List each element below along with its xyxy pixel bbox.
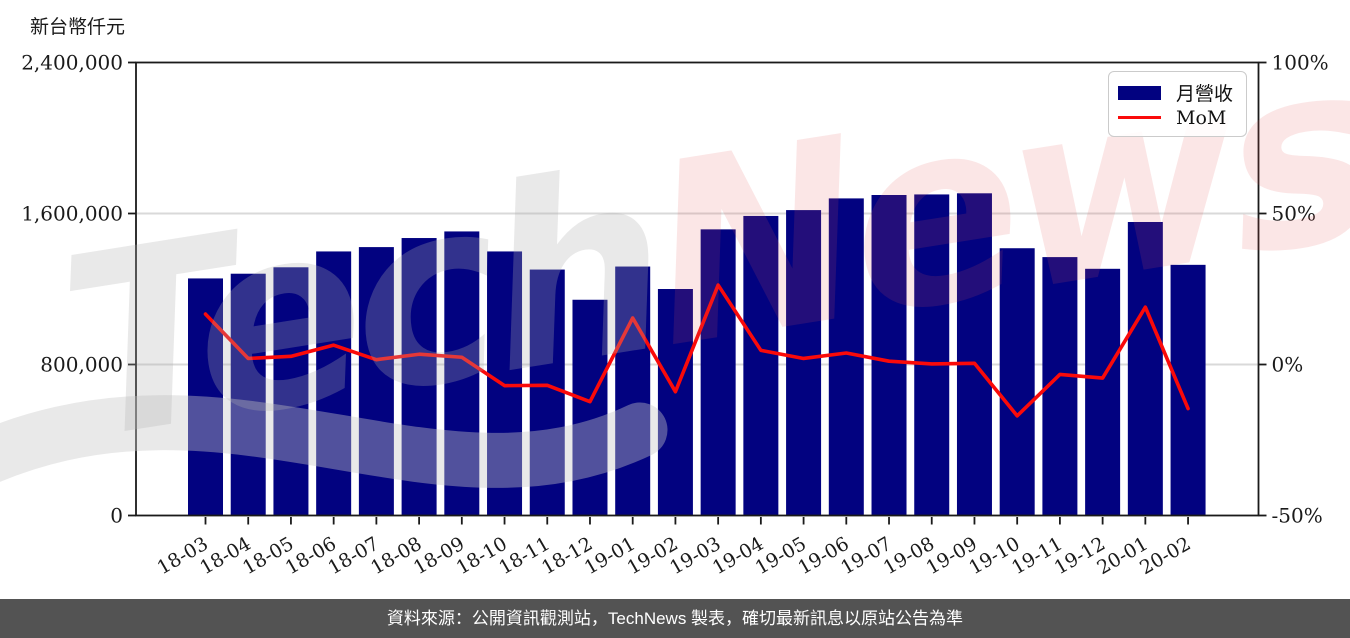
revenue-bar-19-04 (743, 215, 779, 516)
legend-row-revenue: 月營收 (1118, 80, 1246, 105)
revenue-bar-18-09 (444, 231, 480, 516)
legend-line-label: MoM (1176, 106, 1227, 129)
revenue-bar-18-08 (401, 238, 437, 516)
left-tick-label: 0 (110, 504, 123, 528)
source-footer: 資料來源：公開資訊觀測站，TechNews 製表，確切最新訊息以原站公告為準 (0, 599, 1350, 638)
legend-row-mom: MoM (1118, 105, 1246, 130)
left-tick-label: 2,400,000 (21, 51, 123, 75)
revenue-bar-19-03 (700, 229, 736, 516)
plot-border (135, 61, 1260, 517)
revenue-bar-18-07 (358, 247, 394, 516)
right-tick-label: 100% (1272, 51, 1329, 75)
left-tick-label: 800,000 (40, 353, 123, 377)
revenue-bar-18-05 (273, 267, 309, 516)
revenue-bar-19-08 (914, 194, 950, 516)
revenue-bar-18-06 (316, 251, 352, 516)
revenue-bar-18-11 (529, 269, 565, 516)
revenue-bar-19-05 (786, 210, 822, 516)
revenue-bar-19-12 (1085, 268, 1121, 516)
revenue-bar-18-04 (230, 273, 266, 516)
revenue-bar-18-10 (487, 251, 523, 516)
x-tick-label-20-02: 20-02 (1136, 533, 1194, 579)
revenue-bar-19-02 (657, 289, 693, 516)
monthly-revenue-mom-chart: 0800,0001,600,0002,400,000-50%0%50%100%1… (21, 51, 1329, 580)
revenue-bar-19-01 (615, 266, 651, 516)
revenue-bar-19-10 (999, 248, 1035, 516)
right-tick-label: -50% (1272, 504, 1323, 528)
right-tick-label: 0% (1272, 353, 1304, 377)
revenue-bar-18-03 (188, 278, 223, 516)
revenue-bar-19-07 (871, 195, 907, 516)
legend-line-swatch (1118, 116, 1161, 119)
legend-bar-swatch (1118, 85, 1161, 100)
revenue-bar-18-12 (572, 299, 608, 516)
legend-bar-label: 月營收 (1176, 83, 1234, 105)
source-text: 資料來源：公開資訊觀測站，TechNews 製表，確切最新訊息以原站公告為準 (386, 609, 964, 628)
revenue-bar-20-01 (1127, 221, 1163, 516)
y-axis-unit-label: 新台幣仟元 (30, 16, 126, 38)
legend: 月營收 MoM (1108, 71, 1247, 137)
left-tick-label: 1,600,000 (21, 202, 123, 226)
revenue-bar-20-02 (1170, 264, 1206, 516)
mom-line (203, 283, 1190, 418)
revenue-bar-19-09 (956, 193, 992, 516)
right-tick-label: 50% (1272, 202, 1316, 226)
